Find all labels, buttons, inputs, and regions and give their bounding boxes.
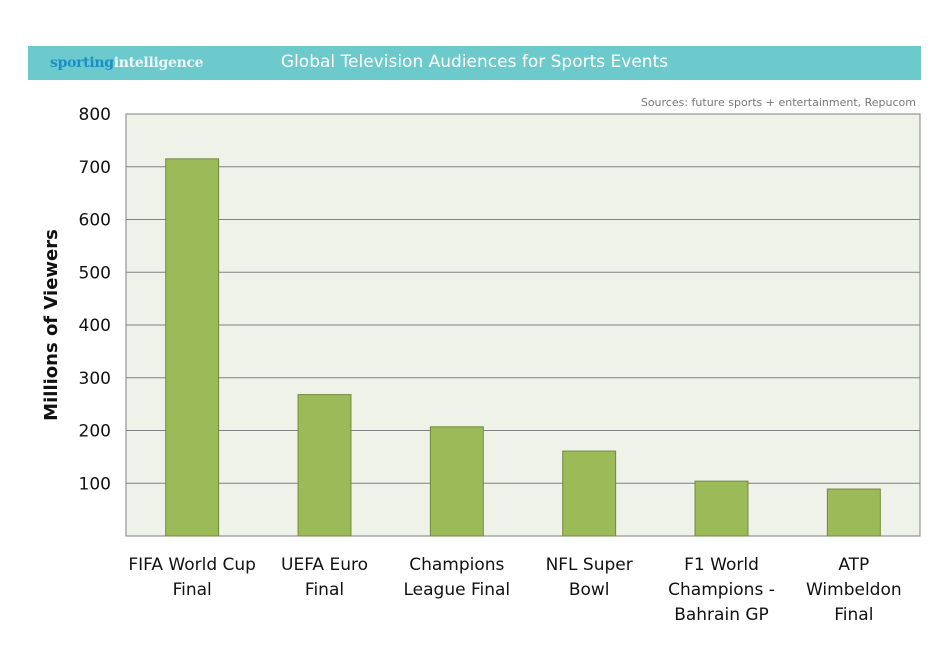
bar — [297, 394, 352, 537]
sportingintelligence-logo: sportingintelligence — [50, 55, 204, 71]
y-tick-label: 400 — [79, 316, 111, 336]
x-tick-label: ATP Wimbeldon Final — [806, 555, 902, 625]
x-tick-label: Champions League Final — [403, 555, 510, 600]
y-tick-label: 300 — [79, 369, 111, 389]
y-tick-label: 500 — [79, 263, 111, 283]
bar — [826, 488, 881, 537]
chart-title: Global Television Audiences for Sports E… — [280, 52, 669, 72]
source-note: Sources: future sports + entertainment, … — [640, 96, 916, 109]
x-tick-label: UEFA Euro Final — [281, 555, 368, 600]
y-tick-label: 700 — [79, 158, 111, 178]
x-tick-label: F1 World Champions -Bahrain GP — [668, 555, 775, 625]
chart-header: sportingintelligence Global Television A… — [28, 46, 921, 80]
bar — [165, 158, 220, 537]
y-tick-label: 800 — [79, 105, 111, 125]
bar — [694, 480, 749, 537]
y-tick-label: 600 — [79, 211, 111, 231]
bar — [429, 426, 484, 537]
x-tick-label: FIFA World Cup Final — [128, 555, 256, 600]
y-tick-label: 100 — [79, 474, 111, 494]
bar — [562, 450, 617, 537]
x-tick-label: NFL Super Bowl — [546, 555, 633, 600]
y-tick-label: 200 — [79, 422, 111, 442]
y-axis-label: Millions of Viewers — [41, 229, 62, 421]
